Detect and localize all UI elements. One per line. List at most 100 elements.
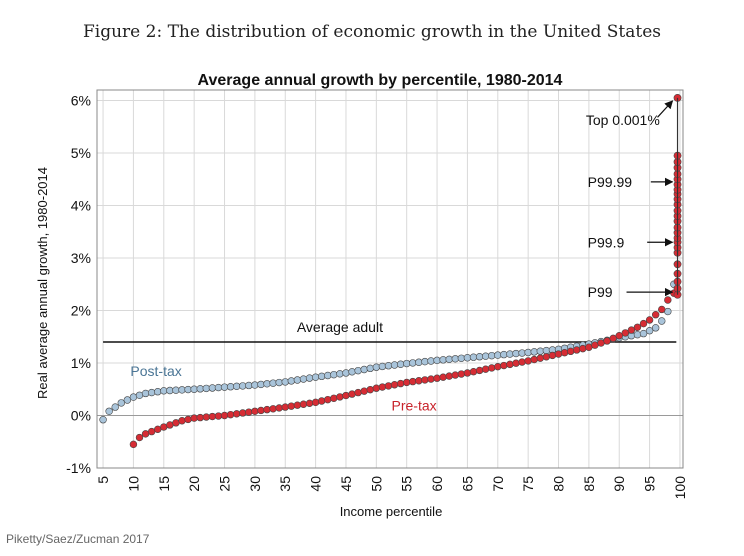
pre-tax-point <box>421 376 429 384</box>
pre-tax-point <box>390 381 399 389</box>
pre-tax-point <box>239 409 247 417</box>
post-tax-point <box>342 369 350 377</box>
x-tick-label: 20 <box>186 476 202 492</box>
pre-tax-label: Pre-tax <box>392 397 437 413</box>
post-tax-point <box>239 382 247 390</box>
post-tax-point <box>172 386 180 394</box>
post-tax-point <box>202 384 211 393</box>
pre-tax-point <box>354 388 362 397</box>
post-tax-point <box>214 383 223 392</box>
pre-tax-point <box>573 346 581 354</box>
pre-tax-point <box>439 373 447 381</box>
pre-tax-point <box>324 395 332 404</box>
pre-tax-point <box>585 343 593 351</box>
series-top-percentiles <box>673 93 682 299</box>
pre-tax-point <box>232 410 241 418</box>
post-tax-point <box>166 386 174 395</box>
figure-caption: Figure 2: The distribution of economic g… <box>82 22 662 42</box>
post-tax-point <box>409 359 417 367</box>
post-tax-point <box>645 327 654 335</box>
y-tick-label: 2% <box>71 303 91 319</box>
pre-tax-point <box>403 378 411 387</box>
pre-tax-point <box>415 377 423 385</box>
pre-tax-point <box>226 410 235 419</box>
pre-tax-point <box>287 402 296 410</box>
post-tax-point <box>117 399 125 407</box>
pre-tax-point <box>214 412 223 420</box>
y-tick-label: 4% <box>71 198 91 214</box>
pre-tax-point <box>488 364 496 372</box>
annotations: Post-tax Pre-tax Top 0.001% P99.99 P99.9 P99 <box>130 100 674 413</box>
post-tax-point <box>348 368 356 376</box>
pre-tax-point <box>615 332 623 340</box>
pre-tax-point <box>275 404 283 412</box>
pre-tax-point <box>518 358 526 366</box>
pre-tax-point <box>299 400 308 408</box>
plot-frame <box>96 89 684 469</box>
pre-tax-point <box>542 353 551 361</box>
post-tax-point <box>524 348 532 357</box>
x-tick-label: 75 <box>520 476 536 492</box>
pre-tax-point <box>178 417 186 425</box>
pre-tax-point <box>196 413 204 422</box>
post-tax-point <box>384 362 393 370</box>
pre-tax-point <box>129 440 138 449</box>
post-tax-point <box>147 388 156 397</box>
pre-tax-point <box>639 319 648 328</box>
pre-tax-point <box>536 354 544 362</box>
pre-tax-point <box>360 387 368 395</box>
post-tax-point <box>390 361 399 369</box>
x-tick-label: 100 <box>672 476 688 500</box>
y-tick-label: 1% <box>71 355 91 371</box>
post-tax-point <box>415 358 423 366</box>
post-tax-point <box>421 357 429 366</box>
post-tax-point <box>658 317 666 325</box>
axes: 5 10 15 20 25 30 35 40 45 50 55 60 65 70 75 80 85 90 95 100… <box>66 89 688 500</box>
pre-tax-point <box>591 341 599 349</box>
post-tax-point <box>330 370 338 379</box>
pre-tax-point <box>251 407 259 415</box>
post-tax-point <box>639 329 648 338</box>
post-tax-point <box>184 385 192 394</box>
post-tax-point <box>439 356 447 364</box>
post-tax-point <box>651 324 660 332</box>
post-tax-point <box>269 379 277 387</box>
pre-tax-point <box>554 350 563 358</box>
x-tick-label: 60 <box>429 476 445 492</box>
pre-tax-point <box>645 316 654 324</box>
pre-tax-point <box>220 411 229 420</box>
pre-tax-point <box>451 371 459 379</box>
pre-tax-point <box>160 423 168 431</box>
pre-tax-point <box>579 344 587 353</box>
pre-tax-point <box>548 351 557 360</box>
pre-tax-point <box>202 413 211 421</box>
pre-tax-point <box>348 390 356 398</box>
post-tax-point <box>275 378 283 387</box>
annotation-label-p99: P99 <box>588 284 613 300</box>
post-tax-point <box>281 378 289 386</box>
post-tax-point <box>530 348 538 356</box>
pre-tax-point <box>658 305 666 314</box>
post-tax-point <box>475 353 484 361</box>
post-tax-point <box>99 416 107 424</box>
x-tick-label: 85 <box>581 476 597 492</box>
post-tax-point <box>263 380 271 388</box>
x-tick-label: 10 <box>125 476 141 492</box>
post-tax-point <box>536 347 544 355</box>
post-tax-point <box>500 350 508 359</box>
reference-line-group: Average adult <box>103 319 677 343</box>
post-tax-point <box>481 352 490 360</box>
pre-tax-point <box>269 405 277 413</box>
pre-tax-point <box>603 337 611 345</box>
post-tax-point <box>105 407 113 415</box>
pre-tax-point <box>475 366 484 375</box>
series-pre-tax <box>129 289 678 449</box>
post-tax-label: Post-tax <box>130 363 181 379</box>
x-axis-label: Income percentile <box>340 504 443 519</box>
pre-tax-point <box>457 370 466 378</box>
post-tax-point <box>366 364 374 373</box>
post-tax-point <box>396 360 405 368</box>
post-tax-point <box>427 357 435 365</box>
post-tax-point <box>445 355 453 364</box>
post-tax-point <box>293 376 302 384</box>
